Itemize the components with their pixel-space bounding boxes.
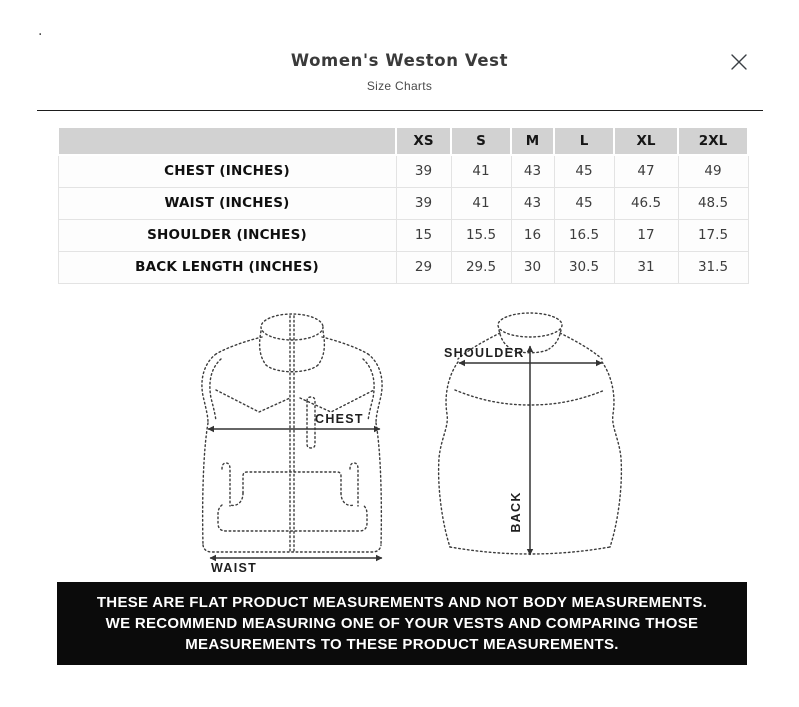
measurement-value-cell: 31.5 [677, 250, 749, 284]
size-column-header: XL [613, 126, 679, 156]
measurement-value-cell: 43 [510, 186, 555, 220]
size-column-header: 2XL [677, 126, 749, 156]
measurement-value-cell: 41 [450, 186, 512, 220]
size-column-header: M [510, 126, 555, 156]
stray-mark: . [38, 23, 43, 39]
vest-back-diagram: SHOULDER BACK [437, 312, 623, 556]
size-column-header: XS [395, 126, 452, 156]
measurement-value-cell: 45 [553, 154, 615, 188]
measurement-value-cell: 31 [613, 250, 679, 284]
measurement-value-cell: 49 [677, 154, 749, 188]
measurement-value-cell: 16.5 [553, 218, 615, 252]
measurement-row-label: WAIST (INCHES) [57, 186, 397, 220]
measurement-value-cell: 17 [613, 218, 679, 252]
measurement-value-cell: 46.5 [613, 186, 679, 220]
measurement-value-cell: 16 [510, 218, 555, 252]
measurement-value-cell: 30 [510, 250, 555, 284]
measurement-value-cell: 29 [395, 250, 452, 284]
size-chart-table: XS S M L XL 2XL CHEST (INCHES) 39 41 43 … [57, 126, 749, 284]
size-column-header: L [553, 126, 615, 156]
disclaimer-text: THESE ARE FLAT PRODUCT MEASUREMENTS AND … [96, 594, 708, 653]
measurement-row-label: SHOULDER (INCHES) [57, 218, 397, 252]
size-header-empty-cell [57, 126, 397, 156]
table-row-chest: CHEST (INCHES) 39 41 43 45 47 49 [57, 154, 749, 188]
vest-front-diagram: CHEST WAIST [201, 313, 383, 575]
page-title: Women's Weston Vest [290, 51, 509, 70]
measurement-value-cell: 39 [395, 154, 452, 188]
measurement-value-cell: 48.5 [677, 186, 749, 220]
measurement-value-cell: 45 [553, 186, 615, 220]
measurement-value-cell: 30.5 [553, 250, 615, 284]
back-measure-label: BACK [509, 491, 523, 532]
close-icon [731, 54, 747, 70]
measurement-value-cell: 47 [613, 154, 679, 188]
header-divider [37, 110, 763, 111]
chest-measure-label: CHEST [315, 412, 364, 426]
measurement-row-label: BACK LENGTH (INCHES) [57, 250, 397, 284]
table-row-shoulder: SHOULDER (INCHES) 15 15.5 16 16.5 17 17.… [57, 218, 749, 252]
measurement-value-cell: 29.5 [450, 250, 512, 284]
measurement-value-cell: 39 [395, 186, 452, 220]
measurement-value-cell: 15 [395, 218, 452, 252]
measurement-diagrams: CHEST WAIST SHOULDER BACK [57, 300, 747, 578]
size-header-row: XS S M L XL 2XL [57, 126, 749, 156]
table-row-waist: WAIST (INCHES) 39 41 43 45 46.5 48.5 [57, 186, 749, 220]
measurement-value-cell: 15.5 [450, 218, 512, 252]
disclaimer-banner: THESE ARE FLAT PRODUCT MEASUREMENTS AND … [57, 582, 747, 665]
measurement-value-cell: 41 [450, 154, 512, 188]
waist-measure-label: WAIST [211, 561, 257, 575]
table-row-back-length: BACK LENGTH (INCHES) 29 29.5 30 30.5 31 … [57, 250, 749, 284]
measurement-value-cell: 17.5 [677, 218, 749, 252]
shoulder-measure-label: SHOULDER [444, 346, 525, 360]
measurement-row-label: CHEST (INCHES) [57, 154, 397, 188]
close-button[interactable] [726, 49, 752, 75]
measurement-value-cell: 43 [510, 154, 555, 188]
size-column-header: S [450, 126, 512, 156]
page-subtitle: Size Charts [366, 79, 433, 93]
